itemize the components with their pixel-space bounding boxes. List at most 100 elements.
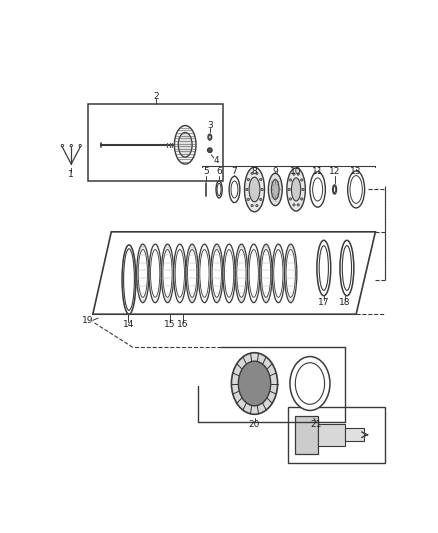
Ellipse shape: [300, 179, 303, 181]
Ellipse shape: [319, 246, 328, 290]
Ellipse shape: [310, 172, 325, 207]
Ellipse shape: [290, 198, 292, 200]
Ellipse shape: [217, 183, 221, 196]
Text: 10: 10: [290, 167, 302, 176]
Ellipse shape: [297, 173, 300, 175]
Bar: [318, 424, 345, 446]
Ellipse shape: [313, 178, 323, 201]
Text: 5: 5: [203, 167, 209, 176]
Ellipse shape: [286, 249, 295, 297]
Ellipse shape: [290, 179, 292, 181]
Ellipse shape: [186, 244, 198, 303]
Ellipse shape: [274, 249, 283, 297]
Ellipse shape: [260, 244, 272, 303]
Ellipse shape: [235, 244, 247, 303]
Ellipse shape: [237, 249, 246, 297]
Ellipse shape: [198, 244, 211, 303]
Ellipse shape: [229, 176, 240, 203]
Ellipse shape: [333, 187, 336, 192]
Ellipse shape: [272, 244, 285, 303]
Ellipse shape: [297, 204, 300, 206]
Ellipse shape: [302, 188, 304, 191]
Ellipse shape: [247, 198, 249, 200]
Ellipse shape: [216, 181, 222, 198]
Text: 12: 12: [329, 167, 340, 176]
Ellipse shape: [238, 361, 271, 406]
Ellipse shape: [178, 133, 192, 157]
Ellipse shape: [174, 126, 196, 164]
Text: 15: 15: [164, 320, 176, 329]
Ellipse shape: [187, 249, 197, 297]
Ellipse shape: [291, 178, 301, 201]
Text: 8: 8: [251, 167, 258, 176]
Ellipse shape: [295, 363, 325, 405]
Text: 2: 2: [153, 92, 159, 101]
Text: 20: 20: [249, 420, 260, 429]
Bar: [88, 104, 223, 181]
Ellipse shape: [247, 179, 249, 181]
Ellipse shape: [124, 249, 134, 310]
Ellipse shape: [138, 249, 148, 297]
Ellipse shape: [224, 249, 234, 297]
Ellipse shape: [231, 181, 238, 198]
Text: 13: 13: [350, 167, 362, 176]
Ellipse shape: [256, 205, 258, 207]
Text: 17: 17: [318, 298, 329, 307]
Text: 7: 7: [232, 167, 237, 176]
Text: 21: 21: [311, 420, 322, 429]
Ellipse shape: [268, 173, 282, 206]
Text: 1: 1: [68, 169, 74, 179]
Ellipse shape: [260, 198, 262, 200]
Ellipse shape: [149, 244, 161, 303]
Text: 9: 9: [272, 167, 278, 176]
Ellipse shape: [200, 249, 209, 297]
Ellipse shape: [247, 244, 260, 303]
Ellipse shape: [122, 245, 136, 314]
Ellipse shape: [208, 148, 212, 152]
Ellipse shape: [212, 249, 221, 297]
Ellipse shape: [350, 175, 362, 203]
Ellipse shape: [151, 249, 160, 297]
Ellipse shape: [332, 185, 336, 194]
Text: 16: 16: [177, 320, 189, 329]
Ellipse shape: [290, 357, 330, 410]
Ellipse shape: [249, 249, 258, 297]
Ellipse shape: [231, 353, 278, 414]
Text: 3: 3: [207, 121, 213, 130]
Ellipse shape: [246, 188, 248, 191]
Ellipse shape: [287, 168, 305, 211]
Ellipse shape: [244, 167, 265, 212]
Ellipse shape: [175, 249, 184, 297]
Text: 14: 14: [123, 320, 134, 329]
Ellipse shape: [317, 240, 331, 296]
Ellipse shape: [348, 171, 364, 208]
Ellipse shape: [251, 172, 253, 174]
Ellipse shape: [340, 240, 354, 296]
Ellipse shape: [137, 244, 149, 303]
Ellipse shape: [256, 172, 258, 174]
Ellipse shape: [260, 179, 262, 181]
Text: 19: 19: [82, 316, 94, 325]
Ellipse shape: [211, 244, 223, 303]
Bar: [294, 416, 318, 454]
Text: 4: 4: [213, 156, 219, 165]
Ellipse shape: [161, 244, 173, 303]
Ellipse shape: [173, 244, 186, 303]
Ellipse shape: [272, 180, 279, 199]
Ellipse shape: [163, 249, 172, 297]
Text: 6: 6: [216, 167, 222, 176]
Text: 11: 11: [312, 167, 323, 176]
Text: 18: 18: [339, 298, 350, 307]
Ellipse shape: [288, 188, 290, 191]
Ellipse shape: [285, 244, 297, 303]
Bar: [288, 407, 385, 463]
Ellipse shape: [261, 188, 263, 191]
Ellipse shape: [342, 246, 352, 290]
Ellipse shape: [251, 205, 253, 207]
Ellipse shape: [293, 173, 295, 175]
Ellipse shape: [261, 249, 271, 297]
Ellipse shape: [300, 198, 303, 200]
Ellipse shape: [249, 177, 260, 202]
Bar: [345, 428, 364, 441]
Ellipse shape: [293, 204, 295, 206]
